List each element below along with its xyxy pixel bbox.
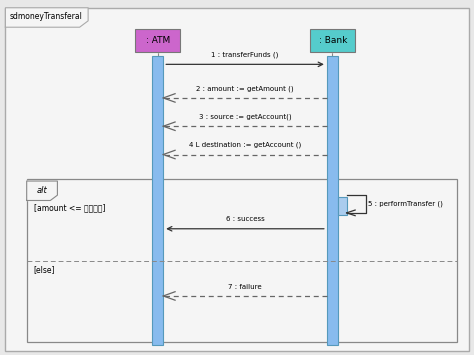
Text: [amount <= 来源余额]: [amount <= 来源余额] [34,203,105,212]
Bar [310,29,355,52]
Text: : ATM: : ATM [146,36,170,45]
Text: 5 : performTransfer (): 5 : performTransfer () [368,201,443,207]
Text: 3 : source := getAccount(): 3 : source := getAccount() [199,113,292,120]
Bar [338,197,346,215]
Text: 2 : amount := getAmount (): 2 : amount := getAmount () [196,85,294,92]
Polygon shape [5,8,88,27]
Text: alt: alt [36,186,47,195]
Text: 4 L destination := getAccount (): 4 L destination := getAccount () [189,142,301,148]
Polygon shape [27,181,57,201]
Text: 7 : failure: 7 : failure [228,284,262,290]
Bar [136,29,180,52]
Bar [152,55,163,345]
Text: sdmoneyTransferal: sdmoneyTransferal [9,12,82,21]
Text: 6 : success: 6 : success [226,217,264,223]
Bar [27,179,457,342]
Text: [else]: [else] [34,265,55,274]
Bar [327,55,338,345]
Text: : Bank: : Bank [319,36,347,45]
Text: 1 : transferFunds (): 1 : transferFunds () [211,51,279,58]
